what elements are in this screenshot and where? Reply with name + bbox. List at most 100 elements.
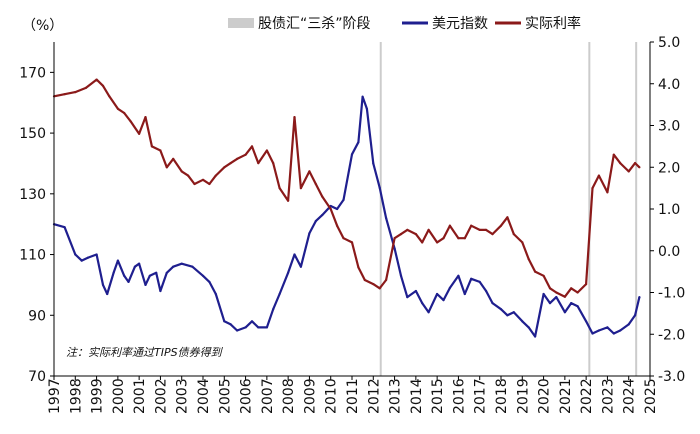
- x-tick-label-2006: 2006: [239, 378, 255, 414]
- dollar-point-17: [159, 289, 162, 293]
- real-rate-point-45: [385, 278, 388, 282]
- real-rate-point-72: [576, 291, 579, 294]
- tick-labels: 1997 1998 1999 2000 2001 2002 2003 2004 2005 2006…: [19, 35, 685, 414]
- dollar-point-76: [576, 305, 579, 308]
- dollar-point-59: [457, 274, 460, 277]
- legend-item-band: 股债汇“三杀”阶段: [228, 16, 371, 32]
- x-tick-label-2010: 2010: [324, 378, 340, 414]
- x-tick-label-2012: 2012: [366, 378, 382, 414]
- axes: [53, 42, 651, 377]
- dollar-point-58: [448, 286, 451, 289]
- real-rate-point-80: [634, 162, 637, 165]
- dollar-point-16: [155, 271, 158, 274]
- dollar-point-22: [201, 274, 205, 277]
- x-tick-label-2009: 2009: [302, 378, 318, 414]
- dollar-point-72: [548, 302, 552, 305]
- dollar-point-65: [499, 308, 503, 311]
- dollar-point-1: [63, 226, 66, 229]
- real-rate-point-56: [463, 237, 466, 240]
- x-tick-label-2003: 2003: [175, 378, 191, 414]
- real-rate-point-35: [314, 182, 317, 186]
- dollar-point-23: [208, 280, 211, 283]
- real-rate-point-14: [165, 166, 168, 169]
- x-tick-label-2002: 2002: [153, 378, 169, 414]
- dollar-point-74: [563, 311, 567, 314]
- real-rate-point-41: [357, 266, 360, 269]
- dollar-point-14: [144, 283, 147, 286]
- left-tick-label-70: 70: [28, 369, 46, 385]
- x-tick-label-2014: 2014: [409, 378, 425, 414]
- real-rate-point-12: [150, 145, 153, 148]
- real-rate-point-24: [236, 157, 239, 160]
- dollar-point-51: [399, 274, 403, 277]
- real-rate-point-60: [491, 233, 494, 236]
- real-rate-point-67: [542, 274, 545, 277]
- x-tick-label-2007: 2007: [260, 378, 276, 414]
- dollar-point-46: [365, 107, 368, 110]
- real-rate-point-58: [478, 228, 481, 231]
- x-tick-label-2021: 2021: [558, 378, 574, 414]
- dollar-point-2: [74, 253, 77, 256]
- dollar-point-50: [393, 247, 396, 250]
- right-tick-label--2: -2.0: [658, 327, 685, 343]
- real-rate-point-5: [101, 84, 105, 87]
- real-rate-point-2: [74, 91, 77, 94]
- real-rate-point-43: [372, 283, 375, 286]
- dollar-point-10: [123, 274, 126, 277]
- x-tick-label-2020: 2020: [537, 378, 553, 414]
- x-tick-label-2011: 2011: [345, 378, 361, 414]
- shaded-period-2012: [379, 42, 382, 376]
- x-tick-label-2008: 2008: [281, 378, 297, 414]
- dollar-point-24: [214, 292, 217, 296]
- dollar-point-49: [385, 217, 388, 220]
- right-tick-label-1: 1.0: [658, 202, 680, 218]
- dollar-index-line: [53, 95, 641, 338]
- dollar-point-31: [265, 326, 268, 329]
- real-rate-point-70: [563, 295, 567, 298]
- x-tick-label-2017: 2017: [473, 378, 489, 414]
- dollar-point-70: [534, 335, 537, 338]
- real-rate-point-19: [201, 178, 205, 181]
- real-rate-point-49: [414, 233, 417, 236]
- real-rate-point-40: [350, 241, 354, 244]
- real-rate-point-10: [138, 132, 141, 135]
- right-tick-label--3: -3.0: [658, 369, 685, 385]
- real-rate-point-22: [223, 166, 226, 169]
- real-rate-point-3: [84, 86, 87, 89]
- dollar-point-41: [336, 207, 339, 211]
- dollar-point-37: [308, 232, 311, 235]
- real-rate-point-55: [457, 237, 460, 240]
- real-rate-point-59: [485, 228, 488, 231]
- real-rate-point-75: [597, 174, 601, 177]
- dollar-point-30: [257, 326, 260, 329]
- real-rate-point-15: [172, 157, 175, 160]
- dollar-point-19: [172, 265, 175, 268]
- right-tick-label-0: 0.0: [658, 244, 680, 260]
- dollar-point-42: [342, 198, 345, 201]
- dollar-point-60: [463, 292, 466, 296]
- x-tick-label-2004: 2004: [196, 378, 212, 414]
- real-rate-point-68: [548, 287, 552, 290]
- dollar-point-63: [485, 289, 488, 293]
- dollar-point-38: [314, 220, 317, 223]
- real-rate-point-57: [470, 224, 473, 227]
- real-rate-point-25: [244, 153, 247, 156]
- real-rate-point-32: [293, 116, 296, 119]
- dollar-point-56: [436, 292, 439, 296]
- real-rate-point-29: [272, 162, 275, 165]
- dollar-point-66: [506, 314, 509, 317]
- dollar-point-13: [138, 262, 141, 265]
- real-rate-point-65: [527, 258, 530, 261]
- dollar-point-47: [372, 162, 375, 165]
- real-rate-point-73: [585, 283, 588, 286]
- dollar-point-36: [299, 265, 302, 268]
- real-rate-point-30: [278, 187, 281, 190]
- real-rate-point-6: [108, 95, 111, 98]
- real-rate-point-79: [627, 170, 630, 173]
- real-rate-point-28: [265, 149, 268, 152]
- dollar-point-71: [542, 292, 545, 296]
- dollar-point-34: [287, 271, 290, 274]
- real-rate-point-51: [427, 228, 430, 231]
- real-rate-point-11: [144, 116, 147, 119]
